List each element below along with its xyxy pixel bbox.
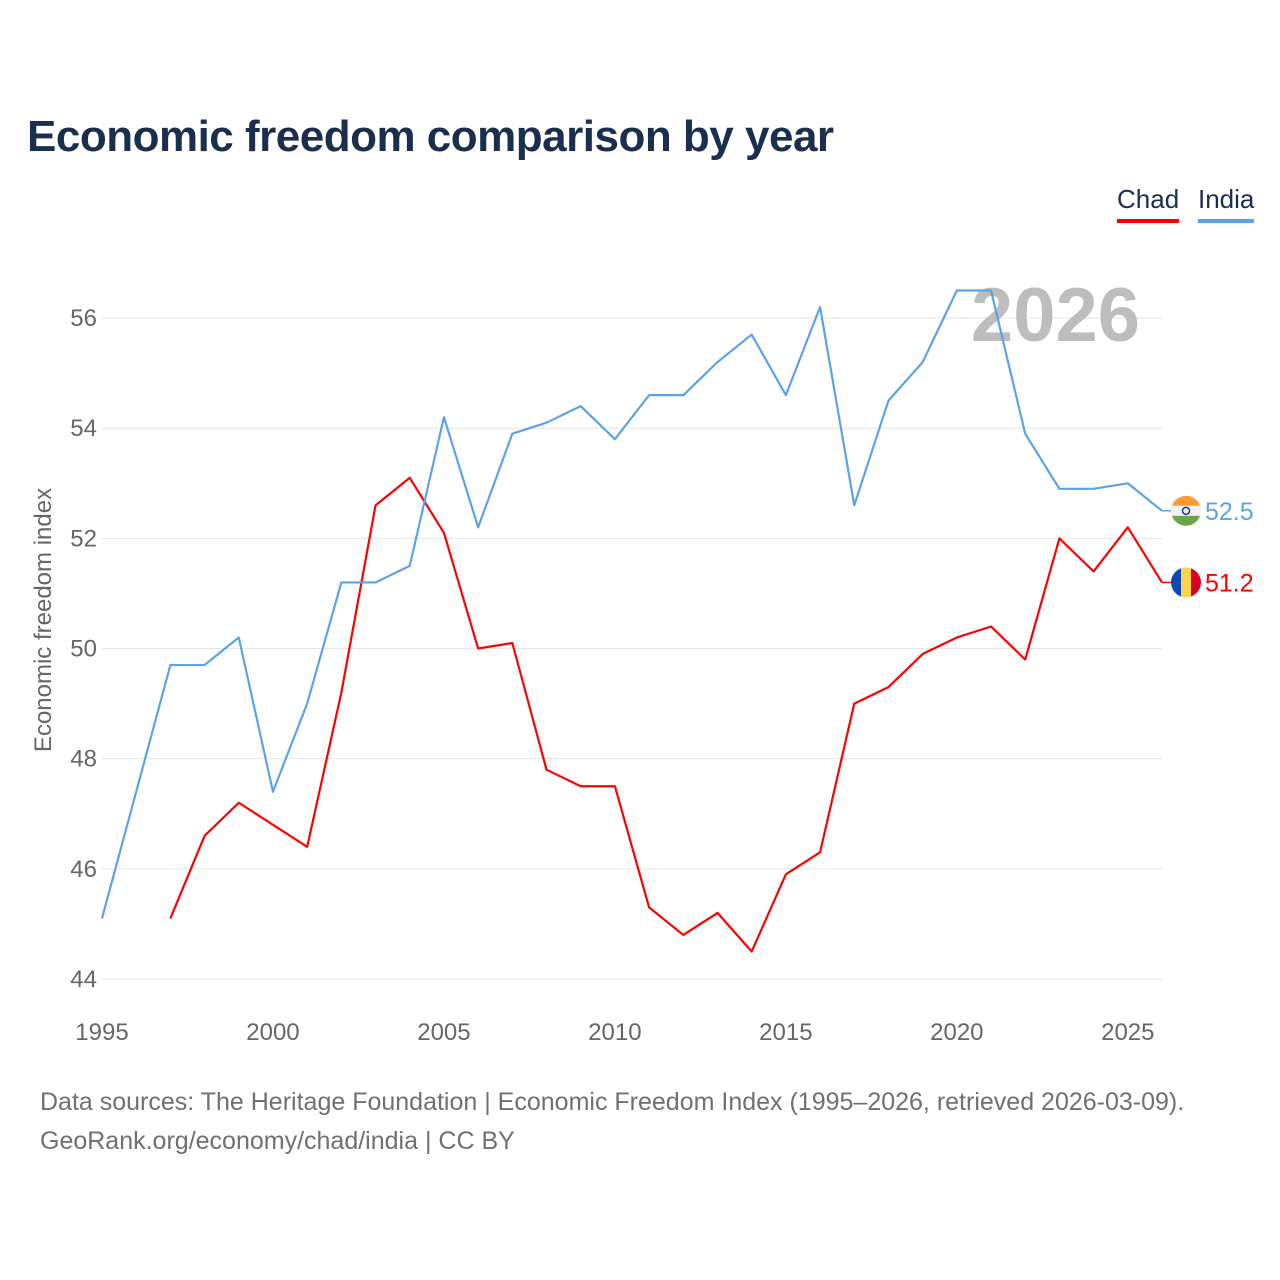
y-tick-label: 52 (70, 525, 97, 552)
source-link[interactable]: GeoRank.org/economy/chad/india | CC BY (40, 1127, 515, 1155)
year-watermark: 2026 (971, 273, 1140, 358)
y-tick-label: 56 (70, 305, 97, 332)
source-note: Data sources: The Heritage Foundation | … (40, 1088, 1185, 1116)
y-tick-label: 50 (70, 636, 97, 663)
legend-item-india[interactable]: India (1198, 184, 1255, 223)
x-tick-label: 2020 (930, 1019, 983, 1046)
x-tick-label: 2025 (1101, 1019, 1154, 1046)
end-value-label: 51.2 (1205, 569, 1254, 597)
x-tick-label: 2015 (759, 1019, 812, 1046)
y-tick-label: 48 (70, 746, 97, 773)
chad-flag-icon (1171, 567, 1201, 598)
series-line-chad (169, 476, 1163, 953)
y-axis-label: Economic freedom index (30, 488, 57, 752)
y-tick-label: 44 (70, 966, 97, 993)
chart-title: Economic freedom comparison by year (27, 112, 834, 161)
india-flag-icon (1171, 495, 1201, 526)
x-tick-label: 1995 (75, 1019, 128, 1046)
y-tick-label: 54 (70, 415, 97, 442)
x-tick-label: 2010 (588, 1019, 641, 1046)
y-tick-label: 46 (70, 856, 97, 883)
x-tick-label: 2005 (417, 1019, 470, 1046)
legend-item-chad[interactable]: Chad (1117, 184, 1180, 223)
series-line-india (100, 289, 1163, 919)
x-tick-label: 2000 (246, 1019, 299, 1046)
end-value-label: 52.5 (1205, 498, 1254, 526)
